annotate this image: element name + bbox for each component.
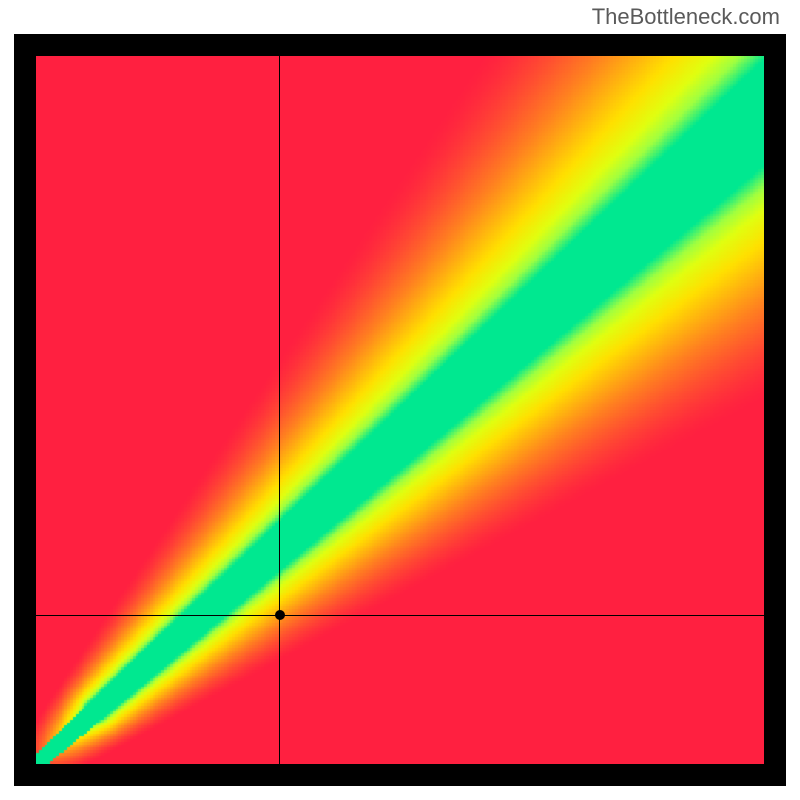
plot-area <box>36 56 764 764</box>
crosshair-horizontal <box>36 615 764 616</box>
chart-container: TheBottleneck.com <box>0 0 800 800</box>
crosshair-vertical <box>279 56 280 764</box>
heatmap-canvas <box>36 56 764 764</box>
crosshair-marker <box>275 610 285 620</box>
chart-frame <box>14 34 786 786</box>
watermark-text: TheBottleneck.com <box>592 4 780 30</box>
